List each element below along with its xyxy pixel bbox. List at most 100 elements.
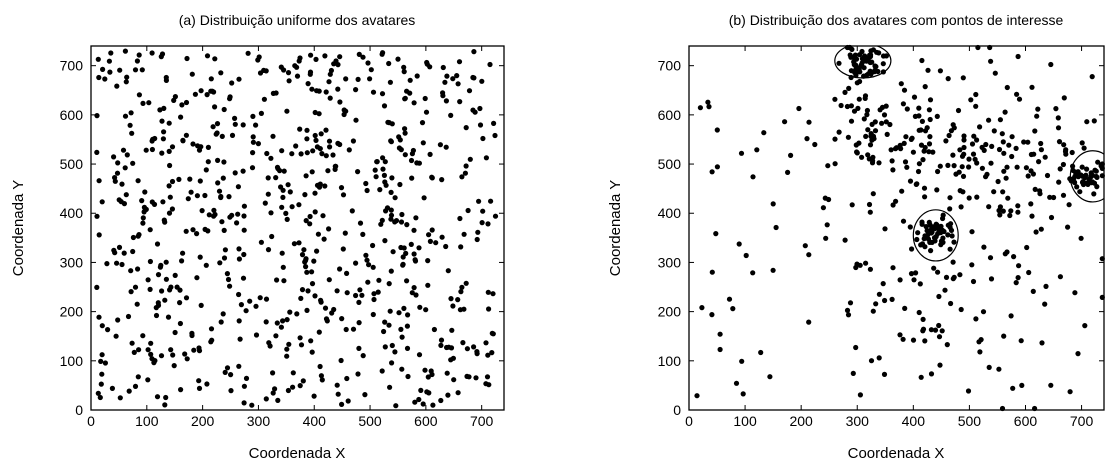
scatter-point	[937, 68, 944, 74]
scatter-point	[116, 244, 123, 250]
scatter-point	[353, 260, 359, 266]
scatter-point	[99, 199, 105, 205]
scatter-point	[852, 52, 859, 58]
scatter-point	[458, 244, 464, 250]
y-tick-label: 600	[60, 107, 84, 123]
scatter-point	[1032, 405, 1038, 412]
scatter-point	[847, 300, 854, 306]
scatter-point	[270, 390, 276, 396]
scatter-point	[430, 402, 436, 408]
scatter-point	[240, 168, 246, 174]
scatter-point	[274, 320, 280, 326]
scatter-point	[141, 209, 147, 215]
scatter-point	[335, 62, 341, 68]
scatter-point	[440, 90, 446, 96]
scatter-point	[881, 371, 888, 377]
scatter-point	[159, 288, 165, 294]
scatter-point	[919, 118, 926, 124]
scatter-point	[148, 351, 154, 357]
scatter-point	[409, 175, 415, 181]
scatter-point	[485, 221, 491, 227]
scatter-point	[404, 345, 411, 351]
scatter-point	[449, 327, 455, 333]
scatter-point	[268, 155, 274, 161]
scatter-point	[1028, 151, 1034, 158]
scatter-point	[738, 150, 745, 156]
scatter-point	[944, 342, 950, 348]
scatter-point	[135, 374, 141, 380]
scatter-point	[399, 366, 405, 372]
scatter-point	[205, 144, 211, 150]
scatter-point	[232, 121, 238, 127]
scatter-point	[958, 306, 964, 313]
scatter-point	[927, 116, 933, 123]
scatter-point	[824, 222, 830, 228]
scatter-point	[283, 210, 289, 216]
scatter-point	[309, 281, 316, 287]
scatter-point	[1010, 385, 1016, 391]
scatter-point	[893, 198, 899, 204]
scatter-point	[285, 387, 291, 394]
scatter-point	[429, 175, 435, 181]
scatter-point	[992, 70, 998, 76]
y-tick-label: 100	[60, 353, 84, 369]
scatter-point	[313, 137, 319, 143]
scatter-point	[969, 141, 976, 147]
scatter-point	[961, 133, 967, 139]
scatter-point	[991, 189, 997, 195]
scatter-point	[122, 48, 128, 54]
scatter-point	[399, 334, 405, 340]
scatter-point	[135, 266, 141, 272]
scatter-point	[370, 311, 376, 318]
scatter-point	[227, 283, 233, 289]
scatter-point	[312, 109, 318, 116]
scatter-point	[232, 115, 238, 121]
scatter-point	[1047, 194, 1053, 200]
scatter-point	[926, 141, 933, 147]
scatter-point	[326, 277, 332, 283]
scatter-point	[167, 162, 173, 169]
scatter-point	[836, 60, 842, 66]
scatter-point	[1014, 91, 1020, 97]
scatter-point	[1016, 96, 1023, 102]
scatter-point	[257, 295, 263, 301]
scatter-point	[439, 234, 445, 240]
scatter-point	[486, 306, 492, 312]
scatter-point	[209, 88, 215, 94]
scatter-point	[986, 204, 992, 210]
scatter-point	[474, 351, 480, 357]
scatter-point	[270, 90, 276, 96]
scatter-point	[161, 105, 167, 111]
scatter-point	[919, 219, 925, 225]
scatter-point	[1077, 189, 1083, 195]
scatter-point	[889, 158, 895, 164]
scatter-point	[1092, 167, 1098, 173]
scatter-point	[99, 323, 105, 329]
scatter-point	[287, 189, 293, 195]
scatter-point	[261, 96, 267, 102]
scatter-point	[429, 227, 435, 233]
scatter-point	[884, 131, 890, 137]
scatter-point	[172, 272, 178, 278]
scatter-point	[304, 136, 310, 142]
scatter-point	[927, 97, 934, 103]
scatter-point	[232, 170, 238, 176]
scatter-point	[119, 181, 125, 187]
scatter-point	[876, 160, 882, 166]
scatter-point	[957, 272, 963, 278]
scatter-point	[1066, 202, 1072, 208]
scatter-point	[236, 318, 242, 324]
scatter-point	[923, 224, 929, 230]
scatter-point	[450, 355, 456, 361]
scatter-point	[867, 53, 874, 60]
scatter-point	[961, 151, 967, 157]
scatter-point	[706, 104, 712, 110]
scatter-point	[166, 210, 173, 216]
scatter-point	[426, 390, 432, 396]
scatter-point	[1042, 154, 1048, 160]
scatter-point	[838, 102, 844, 109]
scatter-point	[1002, 109, 1008, 115]
scatter-point	[705, 99, 711, 105]
scatter-point	[868, 71, 874, 77]
scatter-point	[848, 54, 854, 60]
